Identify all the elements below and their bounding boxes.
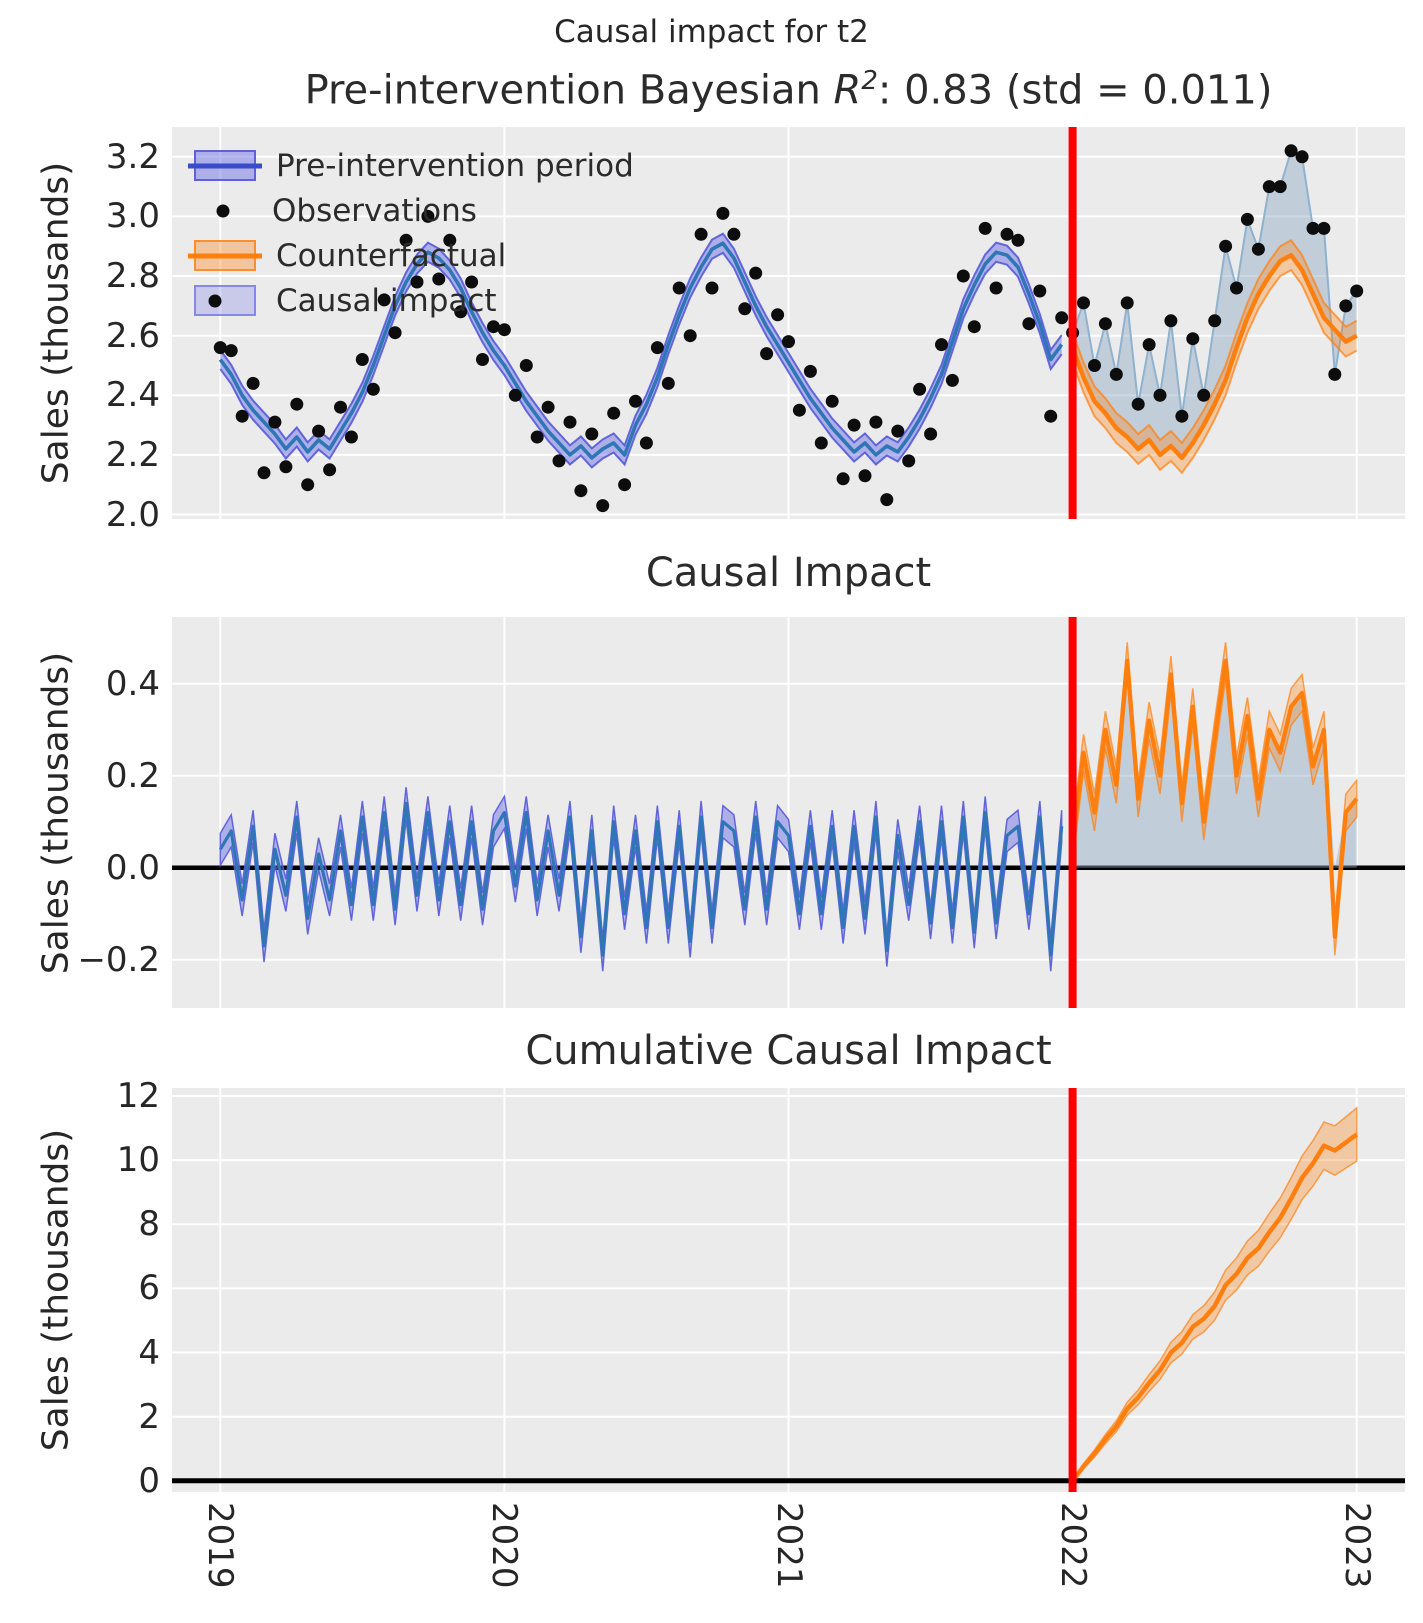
panel2-y-tick-label: 0.0	[105, 847, 160, 888]
legend-item-causal-impact: Causal impact	[194, 278, 634, 323]
x-tick-label: 2021	[768, 1502, 809, 1589]
panel2-y-tick-label: 0.2	[105, 755, 160, 796]
observations-dot-swatch	[194, 197, 252, 224]
panel3-y-tick-label: 12	[116, 1076, 160, 1117]
causal-impact-dot-icon	[208, 294, 222, 307]
panel2-title: Causal Impact	[645, 550, 932, 596]
panel3-y-tick-label: 2	[138, 1396, 160, 1437]
x-tick-label: 2023	[1336, 1502, 1377, 1589]
counterfactual-band-swatch	[188, 240, 262, 271]
panel3-y-tick-label: 6	[138, 1268, 160, 1309]
panel1-y-tick-label: 2.0	[105, 494, 160, 535]
panel1-title-exponent: 2	[861, 66, 878, 96]
observation-dot-icon	[216, 204, 230, 217]
panel1-chart-canvas	[172, 127, 1405, 519]
panel1-title-suffix: : 0.83 (std = 0.011)	[877, 67, 1273, 114]
panel1-y-tick-label: 3.2	[105, 136, 160, 177]
panel1-y-tick-label: 3.0	[105, 196, 160, 237]
panel2-plot-area	[172, 617, 1405, 1008]
legend-label-pre-intervention: Pre-intervention period	[276, 147, 634, 184]
panel3-y-tick-label: 4	[138, 1332, 160, 1373]
x-tick-label: 2019	[200, 1502, 241, 1589]
panel2-y-tick-label: −0.2	[77, 939, 160, 980]
panel1-y-tick-label: 2.8	[105, 256, 160, 297]
legend-label-causal-impact: Causal impact	[276, 282, 497, 319]
legend-item-observations: Observations	[194, 188, 634, 233]
x-tick-label: 2020	[484, 1502, 525, 1589]
x-tick-label: 2022	[1052, 1502, 1093, 1589]
legend-item-pre-intervention: Pre-intervention period	[188, 143, 634, 188]
figure-suptitle: Causal impact for t2	[554, 14, 869, 50]
panel3-title: Cumulative Causal Impact	[525, 1028, 1052, 1074]
panel2-y-tick-label: 0.4	[105, 663, 160, 704]
counterfactual-line-icon	[188, 253, 262, 258]
panel3-plot-area	[172, 1088, 1405, 1492]
legend-label-counterfactual: Counterfactual	[276, 237, 507, 274]
panel3-y-tick-label: 0	[138, 1460, 160, 1501]
panel3-y-tick-label: 8	[138, 1204, 160, 1245]
causal-impact-band-swatch	[194, 285, 256, 316]
legend-label-observations: Observations	[272, 192, 477, 229]
panel1-y-tick-label: 2.2	[105, 434, 160, 475]
panel1-title-r-symbol: R	[833, 67, 862, 114]
panel3-y-tick-label: 10	[116, 1140, 160, 1181]
panel1-plot-area: Pre-intervention period Observations Cou…	[172, 127, 1405, 519]
panel1-title: Pre-intervention Bayesian R2: 0.83 (std …	[172, 66, 1405, 114]
pre-intervention-line-icon	[188, 163, 262, 168]
panel3-chart-canvas	[172, 1088, 1405, 1492]
legend: Pre-intervention period Observations Cou…	[188, 143, 634, 323]
panel1-y-tick-label: 2.6	[105, 315, 160, 356]
panel1-y-tick-label: 2.4	[105, 375, 160, 416]
legend-item-counterfactual: Counterfactual	[188, 233, 634, 278]
panel2-chart-canvas	[172, 617, 1405, 1008]
panel1-title-prefix: Pre-intervention Bayesian	[304, 67, 834, 114]
pre-intervention-band-swatch	[188, 150, 262, 181]
